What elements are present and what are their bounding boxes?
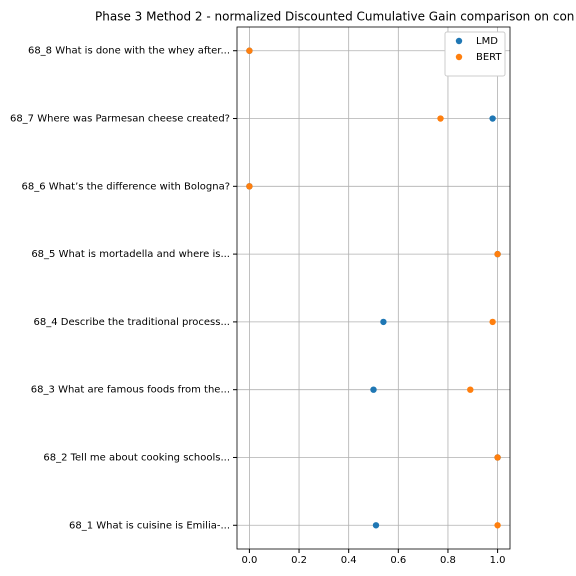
y-tick-label: 68_8 What is done with the whey after...: [28, 46, 230, 57]
legend-label: LMD: [476, 36, 498, 47]
x-tick-label: 0.0: [241, 555, 257, 566]
x-tick-label: 1.0: [490, 555, 506, 566]
point: [380, 318, 387, 326]
y-tick-label: 68_5 What is mortadella and where is...: [31, 249, 230, 260]
y-tick-label: 68_4 Describe the traditional process...: [34, 317, 230, 328]
x-tick-label: 0.6: [390, 555, 406, 566]
legend-label: BERT: [476, 52, 502, 63]
point: [489, 318, 496, 326]
y-tick-label: 68_1 What is cuisine is Emilia-...: [69, 520, 230, 531]
legend-marker: [455, 37, 463, 45]
y-tick-label: 68_3 What are famous foods from the...: [31, 385, 230, 396]
point: [494, 522, 501, 529]
plot-frame: [236, 26, 511, 550]
point: [246, 183, 253, 190]
x-tick-label: 0.8: [440, 555, 456, 566]
y-tick-label: 68_2 Tell me about cooking schools...: [43, 452, 230, 463]
point: [370, 386, 377, 393]
point: [246, 47, 253, 54]
x-tick-label: 0.2: [291, 555, 307, 566]
chart-title: Phase 3 Method 2 - normalized Discounted…: [95, 10, 574, 24]
y-tick-label: 68_7 Where was Parmesan cheese created?: [10, 114, 230, 125]
point: [494, 454, 501, 461]
point: [467, 386, 474, 393]
legend-marker: [455, 53, 463, 61]
y-tick-label: 68_6 What’s the difference with Bologna?: [22, 181, 230, 192]
point: [437, 115, 444, 122]
point: [494, 250, 501, 258]
point: [489, 115, 496, 122]
point: [372, 522, 380, 529]
x-tick-label: 0.4: [341, 555, 357, 566]
